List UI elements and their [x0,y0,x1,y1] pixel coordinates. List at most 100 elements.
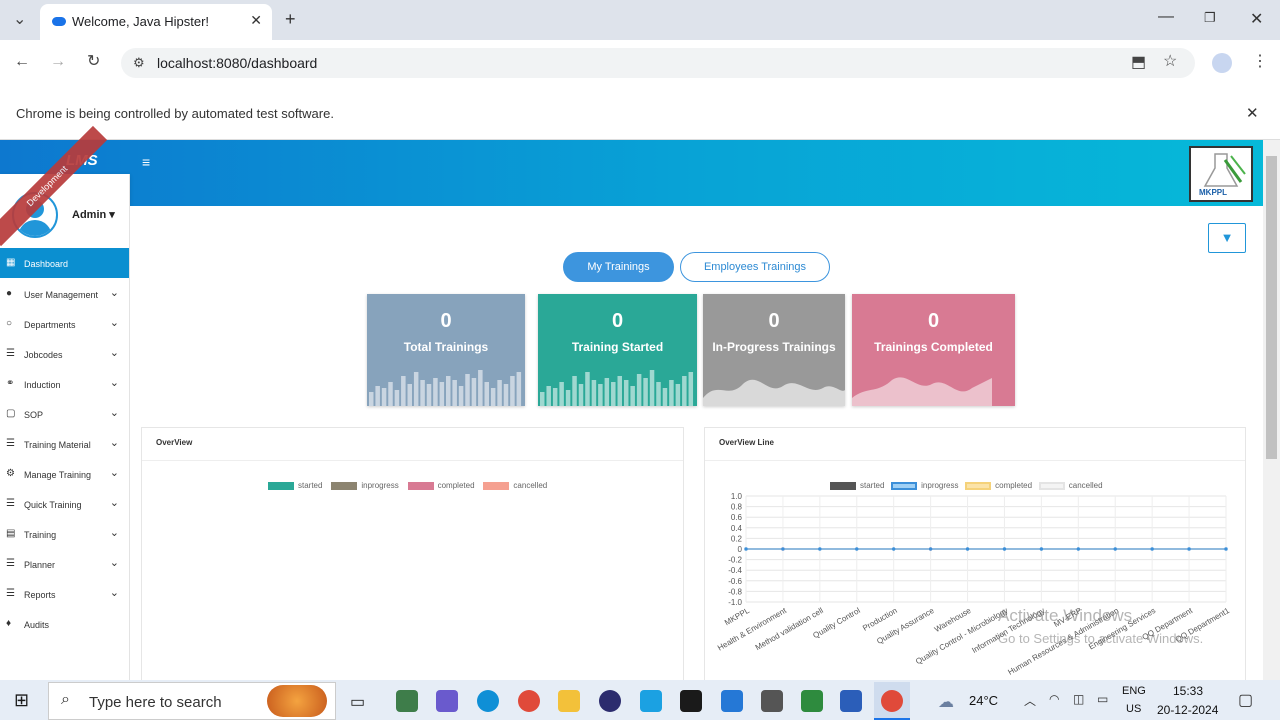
chrome-active-icon[interactable] [874,682,910,720]
search-highlight-icon [267,685,327,717]
filter-button[interactable]: ▼ [1208,223,1246,253]
gear-icon: ⚙ [6,468,15,479]
reload-icon[interactable]: ↻ [87,53,101,70]
forward-icon[interactable]: → [50,53,66,70]
sparkbar [630,386,635,406]
list-icon: ☰ [6,498,15,509]
y-tick-label: -1.0 [728,598,742,607]
speaker-icon[interactable]: ◫ [1073,692,1085,706]
sparkbar [484,382,489,406]
sidebar-item-jobcodes[interactable]: ☰ Jobcodes ⌄ [0,339,129,369]
menu-kebab-icon[interactable]: ⋮ [1252,53,1268,70]
sparkbar [669,380,674,406]
training-started-card[interactable]: 0 Training Started [538,294,697,406]
task-view-icon[interactable]: ▭ [350,694,366,711]
overview-line-panel: OverView Line started inprogress complet… [704,427,1246,687]
edge-icon[interactable] [477,690,499,712]
trainings-completed-card[interactable]: 0 Trainings Completed [852,294,1015,406]
taskbar-search[interactable]: ⌕ Type here to search [48,682,336,720]
sidebar-item-label: Planner [24,560,56,570]
y-tick-label: 0 [738,545,743,554]
legend-label: completed [437,481,475,490]
copilot-icon[interactable] [436,690,458,712]
lang-line2[interactable]: US [1126,703,1142,715]
battery-icon[interactable]: ▭ [1097,692,1109,706]
search-placeholder: Type here to search [89,694,222,711]
eclipse-icon[interactable] [599,690,621,712]
chevron-down-icon: ⌄ [109,527,119,539]
sidebar-item-planner[interactable]: ☰ Planner ⌄ [0,549,129,579]
tab-my-trainings[interactable]: My Trainings [563,252,674,282]
user-name: Admin [72,209,107,221]
app-icon-1[interactable] [396,690,418,712]
sidebar-item-label: Induction [24,380,61,390]
browser-tab[interactable]: Welcome, Java Hipster! ✕ [40,4,272,40]
profile-avatar-icon[interactable] [1212,53,1232,73]
site-info-icon[interactable]: ⚙ [133,55,145,70]
sidebar-item-sop[interactable]: ▢ SOP ⌄ [0,399,129,429]
card-label: Trainings Completed [874,340,993,354]
x-tick-label: MKPPL [723,606,751,628]
sidebar-item-training-material[interactable]: ☰ Training Material ⌄ [0,429,129,459]
back-icon[interactable]: ← [14,53,30,70]
chrome-icon[interactable] [518,690,540,712]
file-explorer-icon[interactable] [558,690,580,712]
window-close-icon[interactable]: ✕ [1250,11,1264,28]
hamburger-menu-icon[interactable]: ≡ [142,154,151,170]
bell-icon: ♦ [6,618,12,629]
data-point [744,547,748,551]
word-icon[interactable] [840,690,862,712]
weather-icon[interactable]: ☁ [938,694,954,711]
skype-icon[interactable] [640,690,662,712]
weather-temp[interactable]: 24°C [969,693,999,708]
y-tick-label: -0.4 [728,566,742,575]
clock-time[interactable]: 15:33 [1173,684,1204,698]
tab-close-icon[interactable]: ✕ [250,12,262,28]
overview-panel: OverView started inprogress completed ca… [141,427,684,687]
inprogress-trainings-card[interactable]: 0 In-Progress Trainings [703,294,845,406]
restore-icon[interactable]: ❐ [1204,10,1216,25]
data-point [965,547,970,551]
chevron-down-icon: ⌄ [109,557,119,569]
terminal-icon[interactable] [680,690,702,712]
sidebar-item-reports[interactable]: ☰ Reports ⌄ [0,579,129,609]
bookmark-star-icon[interactable]: ☆ [1163,53,1178,70]
user-menu[interactable]: Admin ▾ [72,209,115,221]
sparkbar [552,388,558,406]
sidebar-item-dashboard[interactable]: ▦ Dashboard [0,248,129,278]
scrollbar-thumb[interactable] [1266,156,1277,459]
infobar-close-icon[interactable]: ✕ [1246,105,1259,122]
total-trainings-card[interactable]: 0 Total Trainings [367,294,525,406]
sidebar-item-audits[interactable]: ♦ Audits [0,609,129,639]
tab-search-icon[interactable]: ⌄ [13,11,27,28]
minimize-icon[interactable]: — [1158,8,1174,25]
list-icon: ☰ [6,588,15,599]
page-scrollbar[interactable] [1263,140,1280,680]
network-icon[interactable]: ◠ [1049,692,1060,706]
windows-start-icon[interactable]: ⊞ [14,690,30,710]
vscode-icon[interactable] [721,690,743,712]
sidebar-item-quick-training[interactable]: ☰ Quick Training ⌄ [0,489,129,519]
data-point [892,547,896,551]
clock-date[interactable]: 20-12-2024 [1157,703,1219,717]
sidebar-item-departments[interactable]: ○ Departments ⌄ [0,309,129,339]
lang-line1[interactable]: ENG [1122,685,1146,697]
excel-like-icon[interactable] [801,690,823,712]
y-tick-label: -0.8 [728,587,742,596]
sidebar-item-label: SOP [24,410,44,420]
sparkbar [675,384,681,406]
tab-employees-trainings[interactable]: Employees Trainings [680,252,830,282]
sidebar-item-training[interactable]: ▤ Training ⌄ [0,519,129,549]
flask-logo-icon [1203,153,1246,187]
notifications-icon[interactable]: ▢ [1238,692,1254,709]
sidebar-item-induction[interactable]: ⚭ Induction ⌄ [0,369,129,399]
legend-label: completed [995,481,1033,490]
sidebar-item-manage-training[interactable]: ⚙ Manage Training ⌄ [0,459,129,489]
settings-app-icon[interactable] [761,690,783,712]
new-tab-icon[interactable]: + [285,9,296,29]
card-value: 0 [768,310,780,332]
sidebar-item-user-management[interactable]: ● User Management ⌄ [0,279,129,309]
address-bar[interactable]: ⚙ localhost:8080/dashboard ⬒ ☆ [121,48,1195,78]
install-app-icon[interactable]: ⬒ [1131,54,1147,71]
tray-overflow-icon[interactable]: ︿ [1024,694,1037,708]
